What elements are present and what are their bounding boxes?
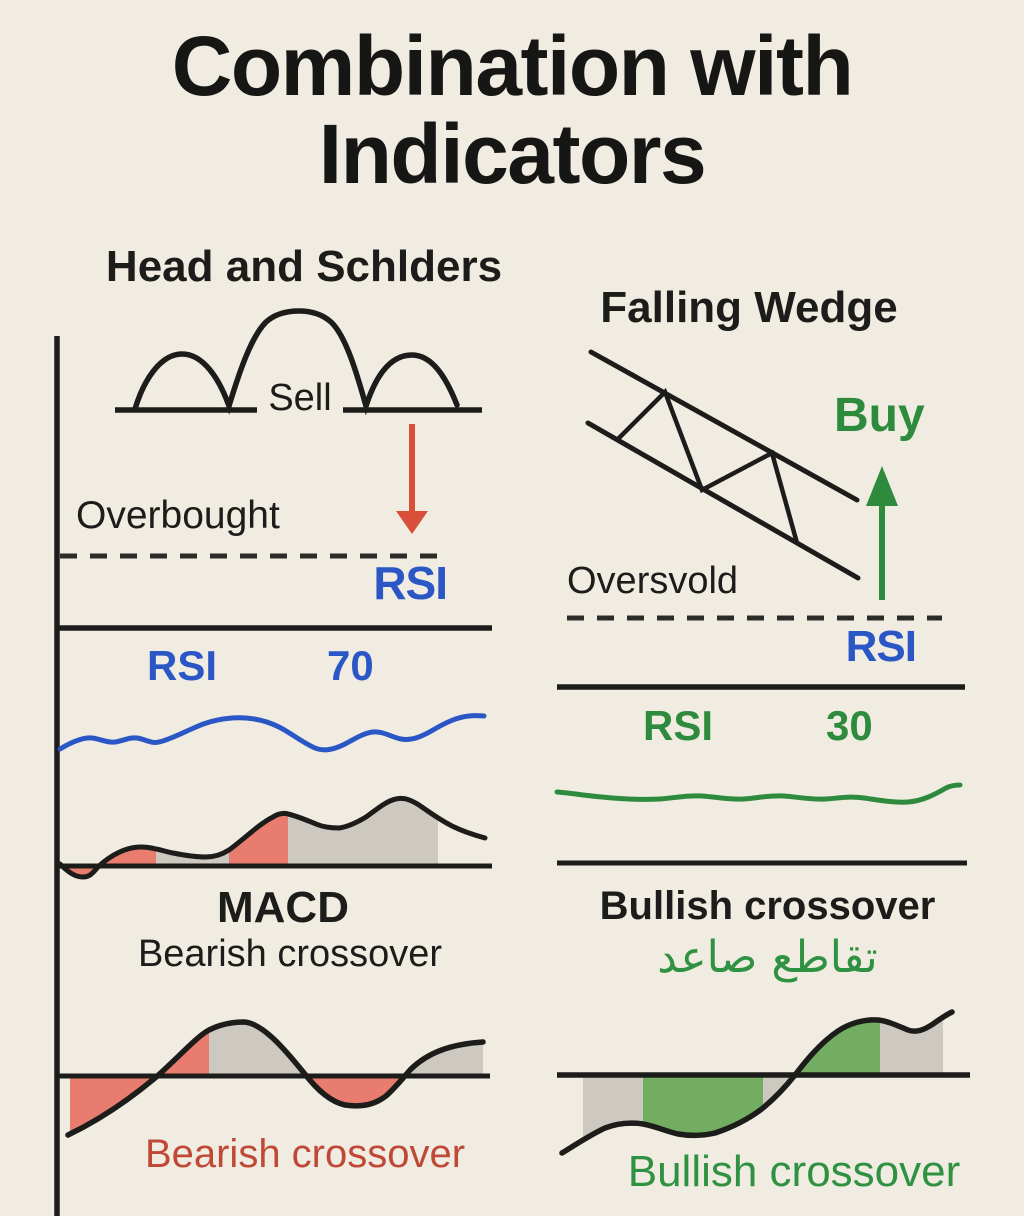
bullish-crossover-caption: Bullish crossover (627, 1147, 961, 1196)
sell-label: Sell (268, 377, 332, 419)
macd1-fill-gray-2 (288, 798, 438, 866)
macd1-signal-curve (57, 795, 488, 880)
rsi-line-green (554, 782, 963, 805)
rsi-row-value-left: 70 (327, 642, 374, 689)
macd3-fill-gray-above (880, 1017, 943, 1075)
macd2-fill-gray-right (405, 1042, 483, 1076)
rsi-row-label-left: RSI (147, 642, 218, 689)
macd2-fill-gray-above (209, 1022, 306, 1076)
macd3-fill-green-above (795, 1019, 880, 1075)
macd2-signal-curve (65, 1019, 486, 1138)
page-title: Combination with Indicators (171, 19, 854, 202)
macd-title: MACD (217, 883, 349, 932)
bullish-crossover-title: Bullish crossover (599, 884, 936, 928)
oversold-label: Oversvold (567, 560, 739, 602)
rsi-indicator-label-left: RSI (373, 557, 448, 609)
buy-label: Buy (834, 389, 925, 442)
overbought-label: Overbought (76, 494, 280, 537)
wedge-upper-trendline (588, 349, 860, 503)
buy-arrow-up-icon (866, 466, 898, 506)
bearish-crossover-caption: Bearish crossover (144, 1132, 466, 1176)
wedge-lower-trendline (585, 420, 861, 581)
head-and-shoulders-curve (132, 308, 460, 416)
rsi-indicator-label-right: RSI (845, 622, 917, 671)
macd-subtitle: Bearish crossover (137, 933, 443, 975)
falling-wedge-title: Falling Wedge (600, 283, 898, 332)
macd3-fill-green-below (643, 1075, 763, 1136)
sell-arrow-down-icon (396, 511, 428, 534)
head-and-shoulders-title: Head and Schlders (105, 242, 503, 291)
rsi-row-label-right: RSI (643, 702, 714, 749)
rsi-row-value-right: 30 (826, 702, 873, 749)
wedge-zigzag-price (615, 387, 800, 544)
bullish-crossover-arabic-subtitle: تقاطع صاعد (657, 932, 878, 983)
macd1-fill-red-2 (229, 813, 288, 866)
macd1-fill-red-1 (99, 847, 156, 866)
macd3-fill-gray-below-1 (583, 1075, 643, 1141)
rsi-line-blue (57, 713, 487, 753)
macd3-signal-curve (559, 1009, 955, 1156)
